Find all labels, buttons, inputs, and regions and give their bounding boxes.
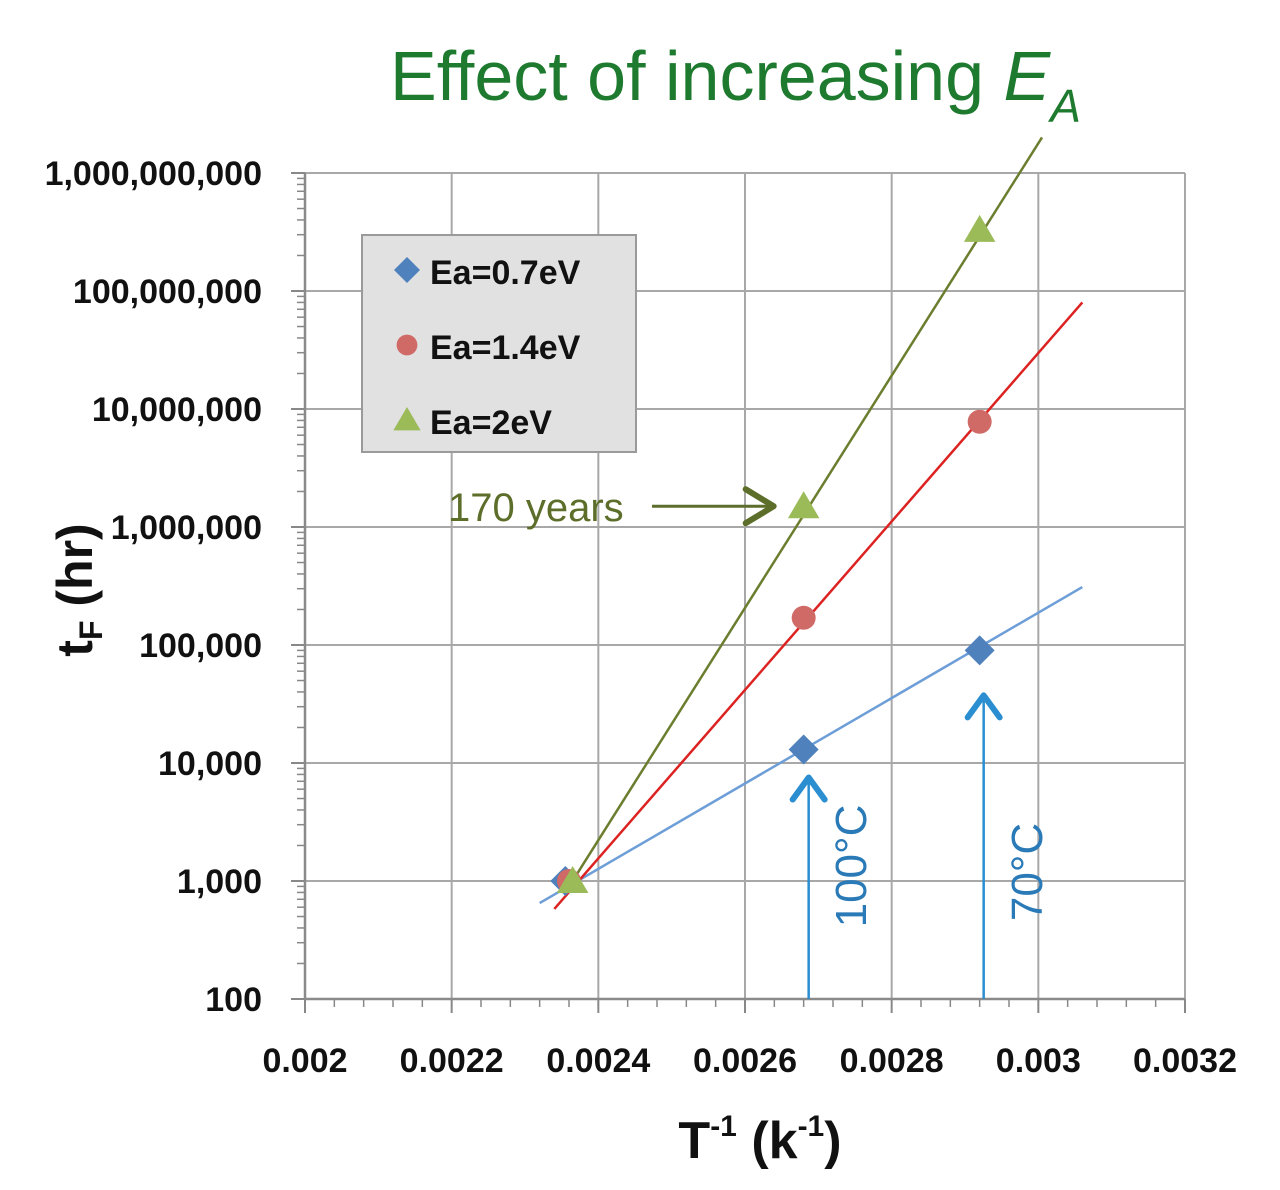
y-axis-title: tF (hr) bbox=[47, 523, 109, 656]
data-point-triangle bbox=[393, 407, 421, 431]
x-tick-label: 0.0032 bbox=[1133, 1042, 1237, 1080]
y-tick-label: 10,000 bbox=[158, 745, 262, 783]
y-tick-label: 100,000,000 bbox=[73, 273, 262, 311]
data-point-triangle bbox=[556, 866, 589, 893]
x-tick-label: 0.0028 bbox=[840, 1042, 944, 1080]
data-point-circle bbox=[791, 605, 816, 630]
x-tick-label: 0.0026 bbox=[693, 1042, 797, 1080]
y-tick-label: 10,000,000 bbox=[92, 391, 262, 429]
y-tick-label: 100,000 bbox=[139, 627, 262, 665]
temperature-arrow-head bbox=[789, 774, 828, 803]
annotations: 170 years 100°C 70°C bbox=[448, 486, 1052, 999]
x-axis-title: T-1 (k-1) bbox=[678, 1110, 841, 1170]
x-tick-label: 0.0022 bbox=[400, 1042, 504, 1080]
temperature-label: 70°C bbox=[1003, 823, 1052, 921]
y-tick-label: 100 bbox=[205, 981, 262, 1019]
y-axis-title-subscript: F bbox=[73, 621, 109, 641]
data-point-diamond bbox=[964, 635, 995, 666]
y-tick-label: 1,000 bbox=[177, 863, 262, 901]
temperature-label: 100°C bbox=[827, 805, 876, 928]
y-axis-title-rest: (hr) bbox=[47, 523, 103, 620]
data-point-circle bbox=[967, 409, 992, 434]
legend-label: Ea=0.7eV bbox=[430, 254, 581, 292]
x-tick-label: 0.003 bbox=[996, 1042, 1081, 1080]
y-tick-label: 1,000,000 bbox=[111, 509, 262, 547]
data-points bbox=[550, 214, 996, 896]
data-point-diamond bbox=[788, 734, 819, 765]
legend: Ea=0.7eV Ea=1.4eV Ea=2eV bbox=[361, 234, 637, 453]
tick-labels: 100 1,000 10,000 100,000 1,000,000 10,000,000… bbox=[45, 155, 1237, 1080]
annotation-arrow-head bbox=[742, 486, 777, 527]
data-point-diamond bbox=[394, 257, 420, 283]
chart-title-subscript: A bbox=[1047, 80, 1081, 132]
axes bbox=[291, 172, 1186, 1013]
legend-label: Ea=1.4eV bbox=[430, 329, 581, 367]
x-tick-label: 0.0024 bbox=[546, 1042, 650, 1080]
data-point-triangle bbox=[963, 214, 996, 242]
chart-title-symbol: E bbox=[1004, 37, 1052, 115]
annotation-170-years: 170 years bbox=[448, 486, 624, 530]
chart-title: Effect of increasing EA bbox=[390, 37, 1081, 132]
trend-line bbox=[553, 301, 1084, 910]
x-tick-label: 0.002 bbox=[262, 1042, 347, 1080]
data-point-triangle bbox=[787, 491, 820, 519]
legend-label: Ea=2eV bbox=[430, 404, 552, 442]
data-point-circle bbox=[396, 334, 418, 356]
temperature-arrow-head bbox=[964, 692, 1003, 721]
y-tick-label: 1,000,000,000 bbox=[45, 155, 262, 193]
